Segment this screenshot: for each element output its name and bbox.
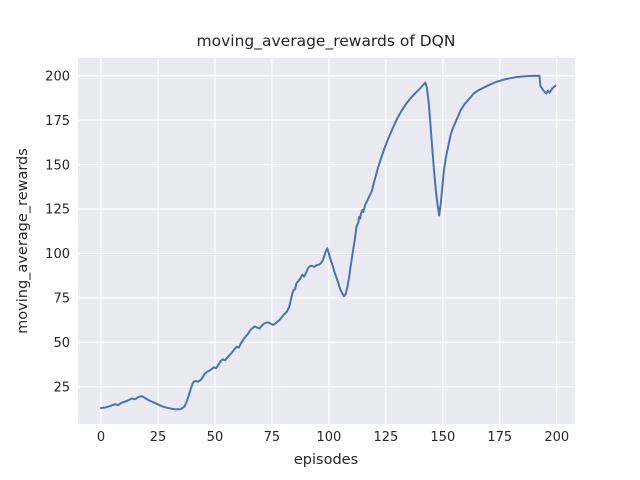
- y-gridlines: [78, 75, 575, 388]
- dqn-reward-line: [100, 74, 557, 411]
- y-tick-label: 175: [45, 114, 70, 129]
- x-tick-label: 75: [264, 430, 281, 445]
- x-tick-label: 100: [316, 430, 341, 445]
- x-tick-label: 200: [544, 430, 569, 445]
- x-tick-label: 150: [430, 430, 455, 445]
- y-tick-label: 75: [53, 292, 70, 307]
- chart-title: moving_average_rewards of DQN: [197, 32, 456, 51]
- x-gridlines: [100, 58, 558, 424]
- y-tick-label: 125: [45, 203, 70, 218]
- y-tick-label: 150: [45, 158, 70, 173]
- x-tick-labels: 0 25 50 75 100 125 150 175 200: [97, 430, 569, 445]
- x-tick-label: 50: [207, 430, 224, 445]
- y-axis-label: moving_average_rewards: [15, 148, 31, 334]
- x-axis-label: episodes: [294, 452, 358, 468]
- y-tick-label: 200: [45, 69, 70, 84]
- x-tick-label: 125: [373, 430, 398, 445]
- plot-area: [78, 58, 575, 424]
- y-tick-label: 25: [53, 380, 70, 395]
- y-tick-labels: 25 50 75 100 125 150 175 200: [45, 69, 70, 395]
- y-tick-label: 50: [53, 336, 70, 351]
- x-tick-label: 0: [97, 430, 105, 445]
- y-tick-label: 100: [45, 247, 70, 262]
- x-tick-label: 175: [487, 430, 512, 445]
- x-tick-label: 25: [150, 430, 167, 445]
